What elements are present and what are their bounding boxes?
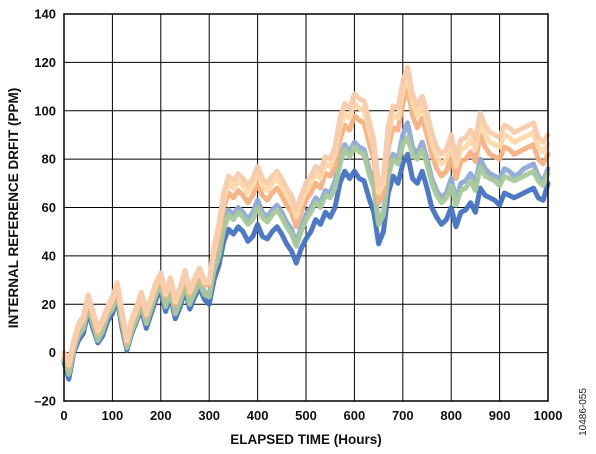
- x-tick-label: 500: [295, 408, 317, 423]
- axis-ticks: 0 100 200 300 400 500 600 700 800 900 1000 –20 0 20 40…: [34, 7, 562, 424]
- x-tick-label: 1000: [534, 408, 563, 423]
- y-tick-label: 60: [42, 200, 56, 215]
- y-tick-label: 0: [49, 345, 56, 360]
- x-tick-label: 100: [102, 408, 124, 423]
- plot-frame: [63, 13, 549, 402]
- x-tick-label: 800: [440, 408, 462, 423]
- grid-lines: [64, 14, 548, 401]
- y-tick-label: 140: [34, 7, 56, 22]
- y-tick-label: –20: [34, 394, 56, 409]
- x-tick-label: 400: [247, 408, 269, 423]
- series-lines: [61, 64, 551, 382]
- y-axis-title: INTERNAL REFERENCE DRFIT (PPM): [6, 88, 21, 329]
- y-tick-label: 80: [42, 152, 56, 167]
- x-tick-label: 700: [392, 408, 414, 423]
- y-tick-label: 20: [42, 297, 56, 312]
- figure-id: 10486-055: [578, 388, 589, 436]
- y-tick-label: 100: [34, 103, 56, 118]
- x-axis-title: ELAPSED TIME (Hours): [230, 432, 382, 447]
- x-tick-label: 0: [60, 408, 67, 423]
- x-tick-label: 200: [150, 408, 172, 423]
- x-tick-label: 600: [344, 408, 366, 423]
- x-tick-label: 300: [198, 408, 220, 423]
- y-tick-label: 120: [34, 55, 56, 70]
- x-tick-label: 900: [489, 408, 511, 423]
- y-tick-label: 40: [42, 248, 56, 263]
- series-line-6: [61, 64, 551, 365]
